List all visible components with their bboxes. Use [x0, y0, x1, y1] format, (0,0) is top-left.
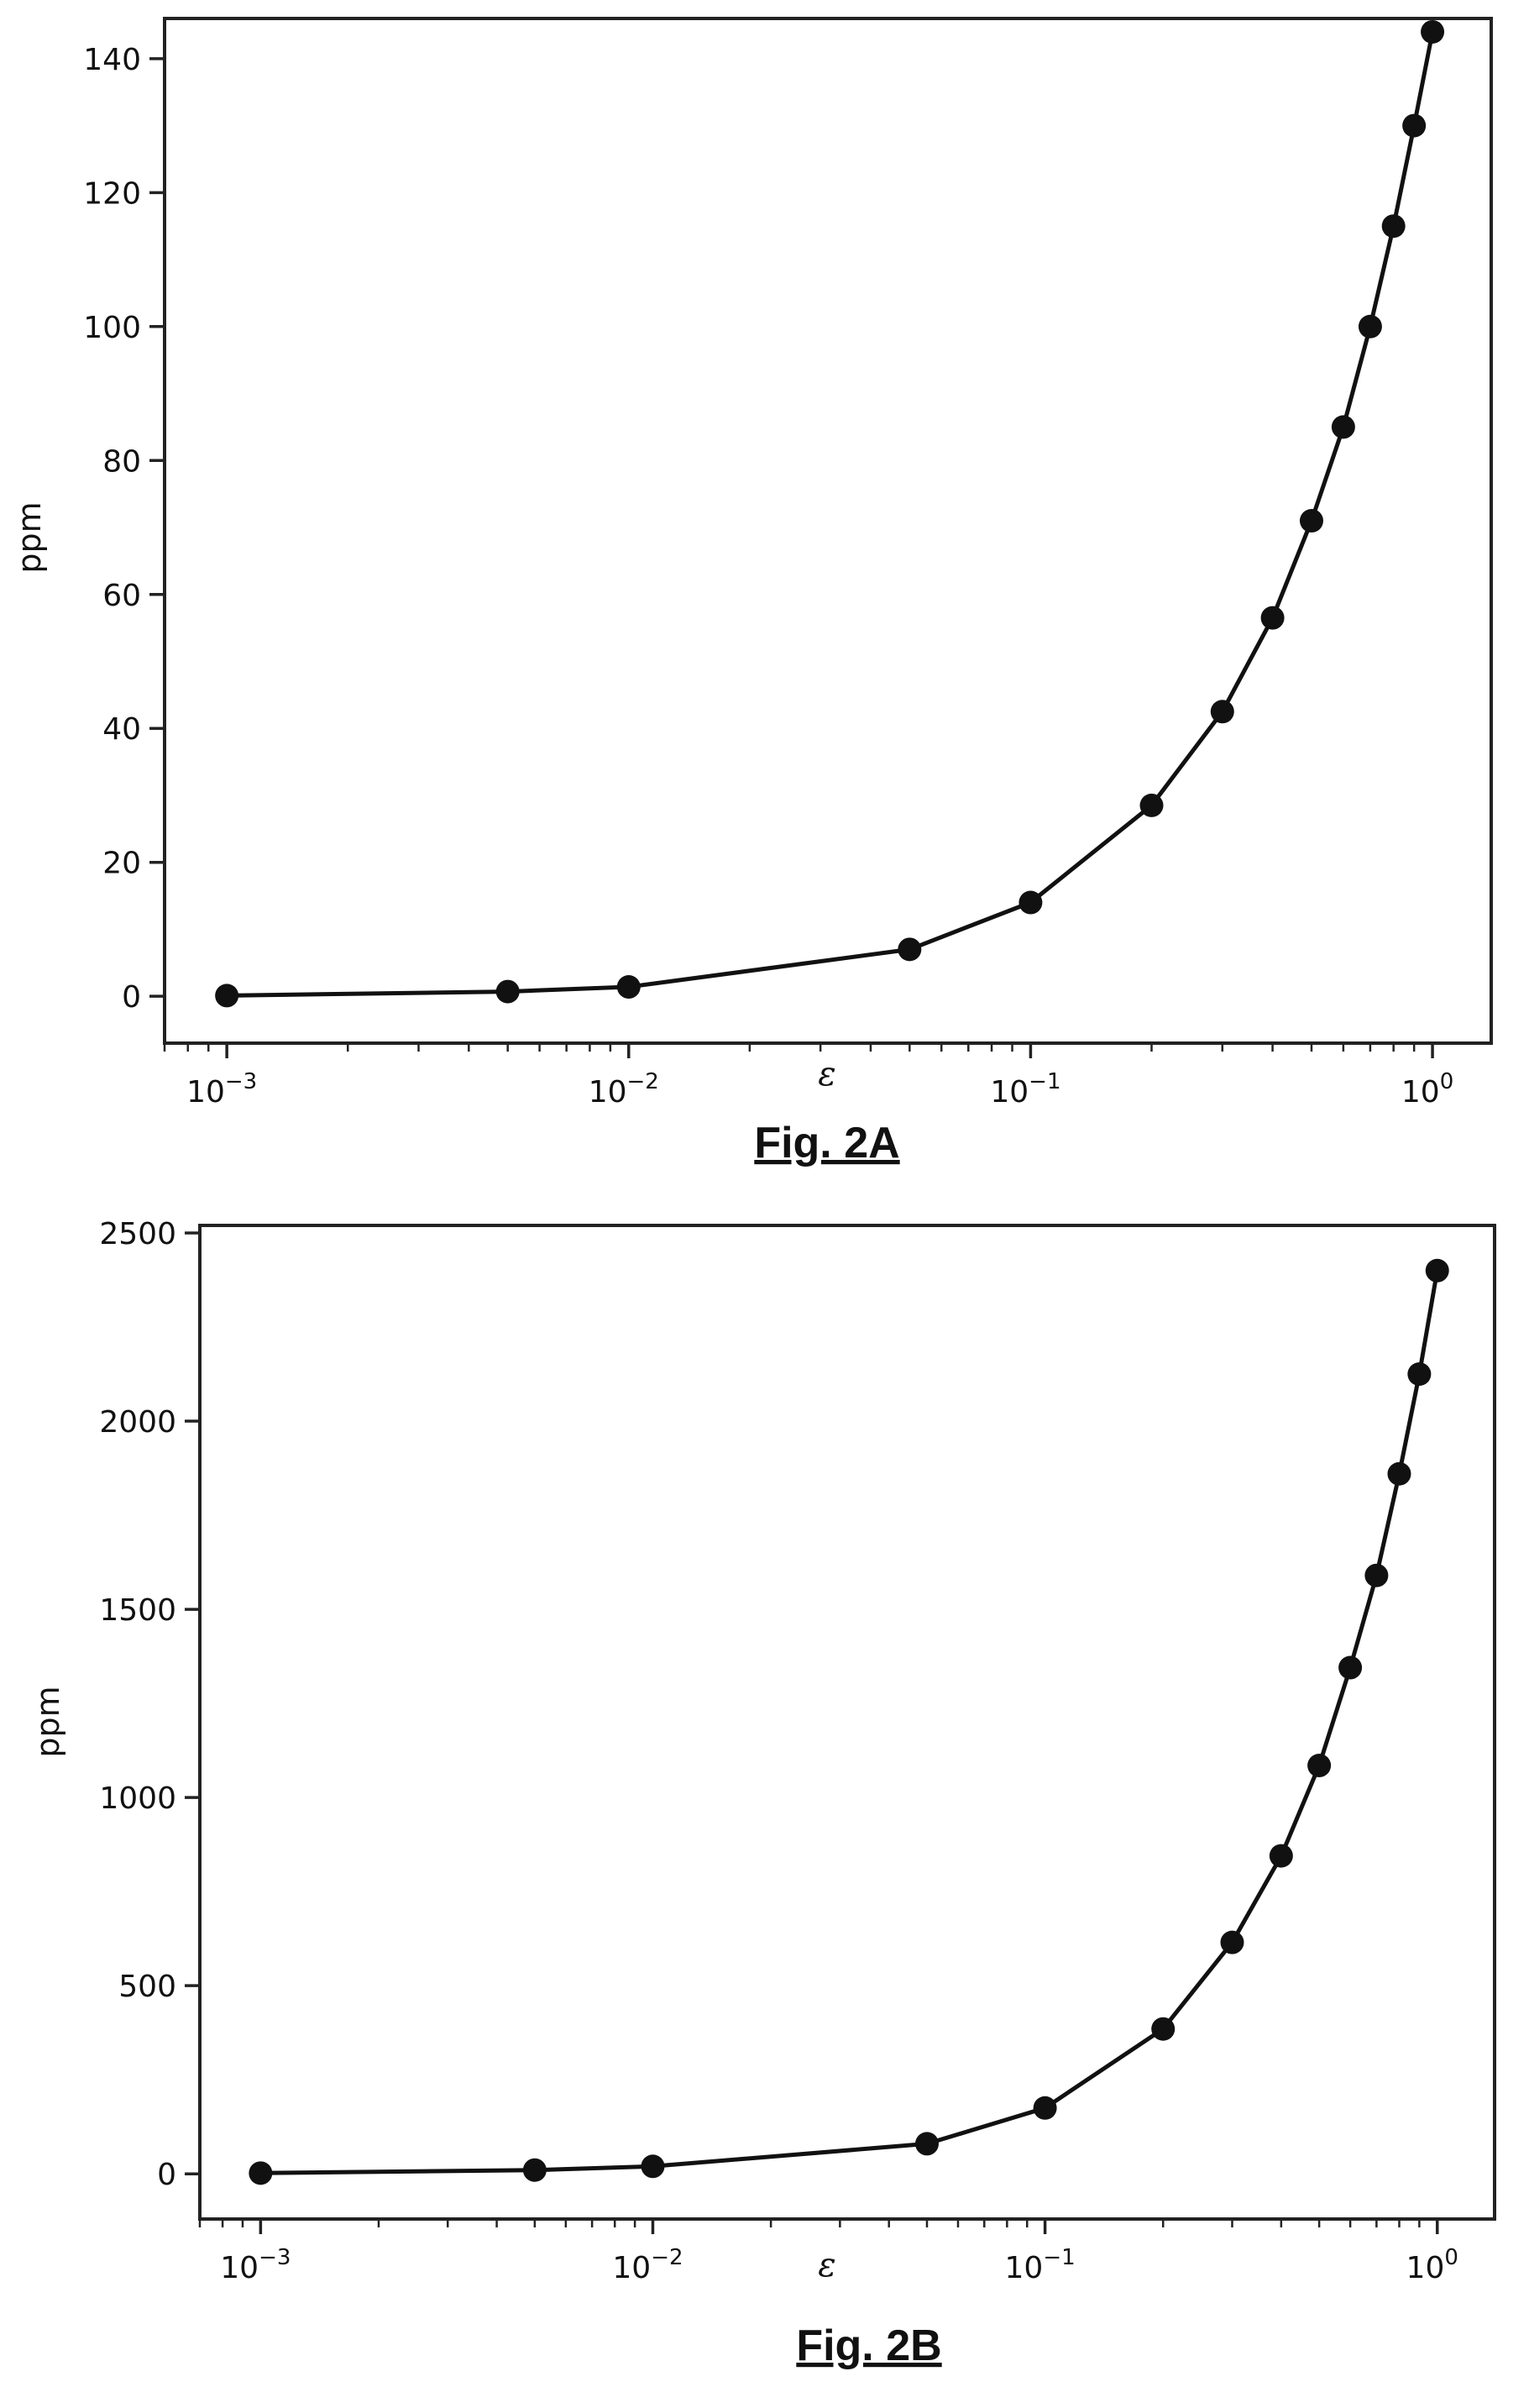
y-tick-label: 1500: [99, 1593, 176, 1628]
data-point: [1358, 314, 1382, 338]
x-tick-label: 10−2: [589, 1069, 659, 1110]
x-tick-exponent: −2: [627, 1069, 659, 1094]
data-point: [1387, 1461, 1411, 1486]
x-tick-exponent: 0: [1440, 1069, 1454, 1094]
data-point: [1033, 2096, 1057, 2120]
data-point: [1220, 1930, 1244, 1954]
data-point: [1018, 890, 1043, 915]
data-point: [1139, 793, 1164, 817]
x-tick-label: 100: [1406, 2245, 1458, 2285]
x-tick-label: 10−2: [612, 2245, 683, 2285]
x-tick-exponent: −1: [1043, 2245, 1075, 2270]
data-point: [641, 2154, 665, 2179]
data-point: [1260, 606, 1285, 630]
x-tick-label: 10−3: [186, 1069, 257, 1110]
series-line: [260, 1270, 1440, 2175]
data-point: [249, 2161, 273, 2185]
data-point: [1421, 19, 1445, 44]
y-tick-label: 40: [102, 712, 141, 747]
x-tick-exponent: −3: [225, 1069, 257, 1094]
data-point: [522, 2158, 547, 2182]
series-line: [227, 31, 1435, 998]
x-tick-base: 10: [1406, 2251, 1445, 2285]
data-point: [495, 979, 520, 1004]
x-tick-exponent: 0: [1444, 2245, 1458, 2270]
x-tick-base: 10: [186, 1075, 225, 1110]
x-tick-label: 10−1: [1005, 2245, 1076, 2285]
y-tick-label: 100: [83, 311, 141, 345]
figure-caption: Fig. 2A: [754, 1119, 899, 1167]
y-tick-label: 2000: [99, 1405, 176, 1440]
x-tick-base: 10: [220, 2251, 259, 2285]
y-tick-label: 20: [102, 847, 141, 881]
y-tick-label: 80: [102, 444, 141, 479]
data-point: [1269, 1844, 1293, 1868]
x-tick-base: 10: [1401, 1075, 1440, 1110]
y-tick-label: 0: [157, 2158, 176, 2192]
y-tick-label: 500: [118, 1970, 176, 2004]
x-axis-label: ε: [818, 2246, 835, 2285]
y-tick-label: 140: [83, 43, 141, 77]
y-tick-label: 60: [102, 579, 141, 613]
x-axis-label: ε: [818, 1055, 835, 1094]
data-point: [1299, 509, 1323, 533]
y-tick-label: 0: [122, 980, 141, 1015]
y-axis-label: ppm: [11, 501, 48, 573]
y-tick-label: 2500: [99, 1217, 176, 1251]
x-tick-exponent: −3: [259, 2245, 291, 2270]
data-point: [1364, 1563, 1389, 1587]
plot-frame: [198, 1224, 1496, 2221]
data-point: [1151, 2017, 1176, 2041]
plot-frame: [163, 17, 1493, 1045]
data-point: [616, 975, 641, 999]
data-point: [1331, 415, 1355, 439]
x-tick-label: 10−3: [220, 2245, 291, 2285]
y-axis-label: ppm: [29, 1686, 66, 1757]
x-tick-base: 10: [1005, 2251, 1044, 2285]
data-point: [1210, 700, 1234, 724]
x-tick-label: 100: [1401, 1069, 1453, 1110]
data-point: [1425, 1258, 1449, 1283]
data-point: [1402, 113, 1427, 138]
data-point: [1381, 214, 1406, 239]
x-tick-base: 10: [612, 2251, 651, 2285]
data-point: [914, 2132, 939, 2156]
data-point: [898, 937, 922, 962]
chart-fig-2b: 10−3 10−2 10−1 10005001000150020002500ppmεF…: [29, 1217, 1496, 2370]
data-point: [1338, 1655, 1363, 1680]
x-tick-exponent: −2: [651, 2245, 683, 2270]
data-point: [215, 984, 239, 1008]
chart-fig-2a: 10−3 10−2 10−1 100020406080100120140ppmεFig…: [11, 17, 1493, 1167]
x-tick-base: 10: [589, 1075, 627, 1110]
y-tick-label: 1000: [99, 1781, 176, 1816]
y-tick-label: 120: [83, 176, 141, 211]
x-tick-label: 10−1: [990, 1069, 1060, 1110]
data-point: [1407, 1362, 1432, 1387]
x-tick-base: 10: [990, 1075, 1029, 1110]
data-point: [1307, 1754, 1332, 1778]
x-tick-exponent: −1: [1029, 1069, 1060, 1094]
figure-caption: Fig. 2B: [796, 2321, 941, 2370]
